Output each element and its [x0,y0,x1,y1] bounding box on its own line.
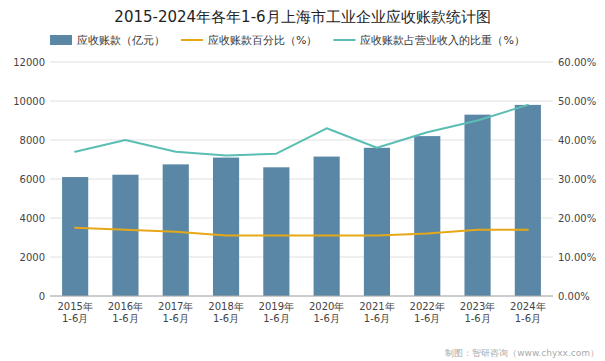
x-tick-label: 2018年1-6月 [208,301,243,324]
bar [515,105,541,296]
legend-label: 应收账款占营业收入的比重（%） [360,34,524,47]
line [75,228,528,236]
legend-swatch [181,39,203,41]
y2-tick-label: 60.00% [558,57,596,68]
x-tick-label-line: 2024年 [510,301,545,312]
x-tick-label: 2019年1-6月 [259,301,294,324]
axes: 0 2000 4000 6000 8000 10000 12000 0.00% 10.00% 20… [13,57,596,302]
bar [213,158,239,296]
x-tick-label-line: 2022年 [410,301,445,312]
line [75,105,528,156]
x-tick-label-line: 1-6月 [112,313,138,324]
x-tick-label-line: 2020年 [309,301,344,312]
x-tick-label-line: 1-6月 [313,313,339,324]
x-tick-label-line: 2018年 [208,301,243,312]
legend-label: 应收账款百分比（%） [208,34,317,47]
y-tick-label: 12000 [13,57,45,68]
y2-tick-label: 50.00% [558,96,596,107]
x-tick-label-line: 1-6月 [464,313,490,324]
y2-tick-label: 40.00% [558,135,596,146]
x-tick-label: 2020年1-6月 [309,301,344,324]
y-tick-label: 2000 [20,252,45,263]
bar [414,136,440,296]
x-tick-label-line: 1-6月 [263,313,289,324]
y2-tick-label: 0.00% [558,291,590,302]
x-tick-label-line: 1-6月 [213,313,239,324]
y-tick-label: 4000 [20,213,45,224]
y2-tick-label: 20.00% [558,213,596,224]
bar [314,157,340,296]
title: 2015-2024年各年1-6月上海市工业企业应收账款统计图 [114,8,490,26]
grid-line [50,62,553,63]
x-tick-label: 2017年1-6月 [158,301,193,324]
chart: 2015-2024年各年1-6月上海市工业企业应收账款统计图 0 2000 4000 6… [0,0,605,361]
y2-tick-label: 10.00% [558,252,596,263]
grid-line [50,101,553,102]
x-tick-label: 2022年1-6月 [410,301,445,324]
bar [364,148,390,296]
x-tick-label: 2023年1-6月 [460,301,495,324]
x-tick-label-line: 1-6月 [515,313,541,324]
bar [112,175,138,296]
legend-swatch [50,35,72,45]
x-tick-label: 2024年1-6月 [510,301,545,324]
y2-tick-label: 30.00% [558,174,596,185]
y-tick-label: 8000 [20,135,45,146]
x-tick-label-line: 1-6月 [414,313,440,324]
x-tick-label-line: 2019年 [259,301,294,312]
x-tick-label-line: 2015年 [57,301,92,312]
legend-swatch [333,39,355,41]
x-tick-label-line: 2017年 [158,301,193,312]
x-tick-label: 2016年1-6月 [108,301,143,324]
legend: 应收账款（亿元） 应收账款百分比（%） 应收账款占营业收入的比重（%） [50,34,525,47]
grid-line [50,296,553,297]
y-tick-label: 0 [39,291,45,302]
x-tick-label: 2015年1-6月 [57,301,92,324]
y-tick-label: 6000 [20,174,45,185]
bar [62,177,88,296]
x-tick-label-line: 1-6月 [163,313,189,324]
x-axis-line [50,296,553,297]
bar [163,164,189,296]
x-tick-label-line: 1-6月 [62,313,88,324]
bar [263,167,289,296]
x-tick-label-line: 1-6月 [364,313,390,324]
x-tick-label-line: 2021年 [359,301,394,312]
annotation: 制图：智研咨询（www.chyxx.com） [445,348,599,358]
legend-label: 应收账款（亿元） [77,34,165,47]
x-tick-label-line: 2023年 [460,301,495,312]
plot-data [62,105,541,296]
bar [464,115,490,296]
page: {"chart_data": { "type": "bar", "title":… [0,0,605,361]
x-tick-label-line: 2016年 [108,301,143,312]
y-tick-label: 10000 [13,96,45,107]
x-tick-label: 2021年1-6月 [359,301,394,324]
